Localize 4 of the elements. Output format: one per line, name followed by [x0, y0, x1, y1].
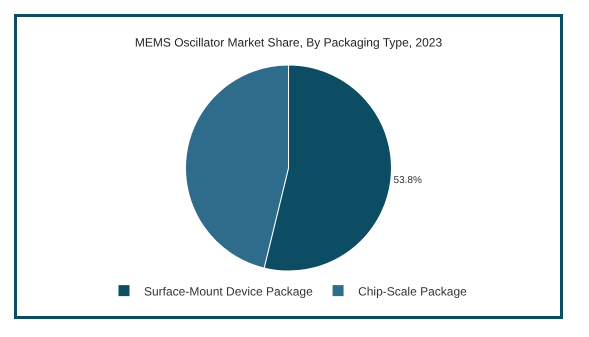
data-label: 53.8%	[394, 174, 422, 186]
legend-label: Chip-Scale Package	[358, 284, 468, 298]
legend-label: Surface-Mount Device Package	[144, 284, 314, 298]
chart-title: MEMS Oscillator Market Share, By Packaging Type, 2023	[134, 35, 442, 50]
